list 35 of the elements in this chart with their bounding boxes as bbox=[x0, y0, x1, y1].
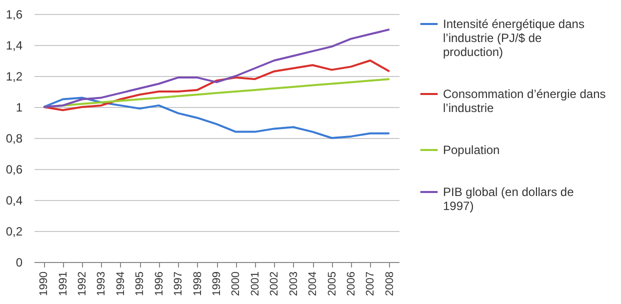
x-tick-label: 1992 bbox=[76, 272, 89, 296]
x-tick-label: 2000 bbox=[230, 272, 242, 296]
x-tick-label: 2001 bbox=[249, 272, 262, 296]
legend-label: Intensité énergétique dans l’industrie (PJ/$ de production) bbox=[443, 17, 584, 59]
x-tick-label: 1998 bbox=[192, 272, 204, 296]
x-tick-label: 2007 bbox=[364, 272, 377, 296]
line-series bbox=[42, 28, 390, 108]
y-tick-label: 0,6 bbox=[6, 162, 23, 176]
x-tick-label: 1996 bbox=[153, 272, 166, 296]
x-tick-label: 2008 bbox=[384, 272, 396, 296]
x-tick-label: 1990 bbox=[38, 272, 50, 296]
x-tick-label: 1995 bbox=[134, 272, 146, 296]
x-tick-label: 2004 bbox=[307, 272, 320, 296]
y-tick-label: 0 bbox=[16, 256, 23, 270]
y-tick-label: 0,4 bbox=[6, 194, 23, 208]
x-tick-label: 2005 bbox=[326, 272, 338, 296]
y-tick-label: 0,8 bbox=[6, 132, 23, 146]
y-tick-label: 1,2 bbox=[6, 70, 23, 84]
x-tick-label: 1994 bbox=[114, 272, 127, 296]
x-tick-label: 1997 bbox=[172, 272, 185, 296]
y-tick-label: 1,4 bbox=[6, 38, 23, 52]
x-tick-label: 2002 bbox=[268, 272, 281, 296]
y-tick-label: 0,2 bbox=[6, 224, 23, 238]
y-tick-label: 1,6 bbox=[6, 8, 23, 22]
x-tick-label: 2003 bbox=[288, 272, 300, 296]
y-tick-label: 1 bbox=[16, 100, 23, 114]
legend-label: Population bbox=[443, 143, 500, 157]
x-tick-label: 2006 bbox=[345, 272, 358, 296]
x-tick-label: 1993 bbox=[96, 272, 108, 296]
line-series bbox=[42, 96, 390, 139]
x-tick-label: 1991 bbox=[57, 272, 70, 296]
line-series bbox=[42, 60, 390, 112]
x-tick-label: 1999 bbox=[211, 272, 223, 296]
legend-label: Consommation d’énergie dans l’industrie bbox=[443, 87, 606, 115]
legend-label: PIB global (en dollars de 1997) bbox=[443, 185, 574, 213]
